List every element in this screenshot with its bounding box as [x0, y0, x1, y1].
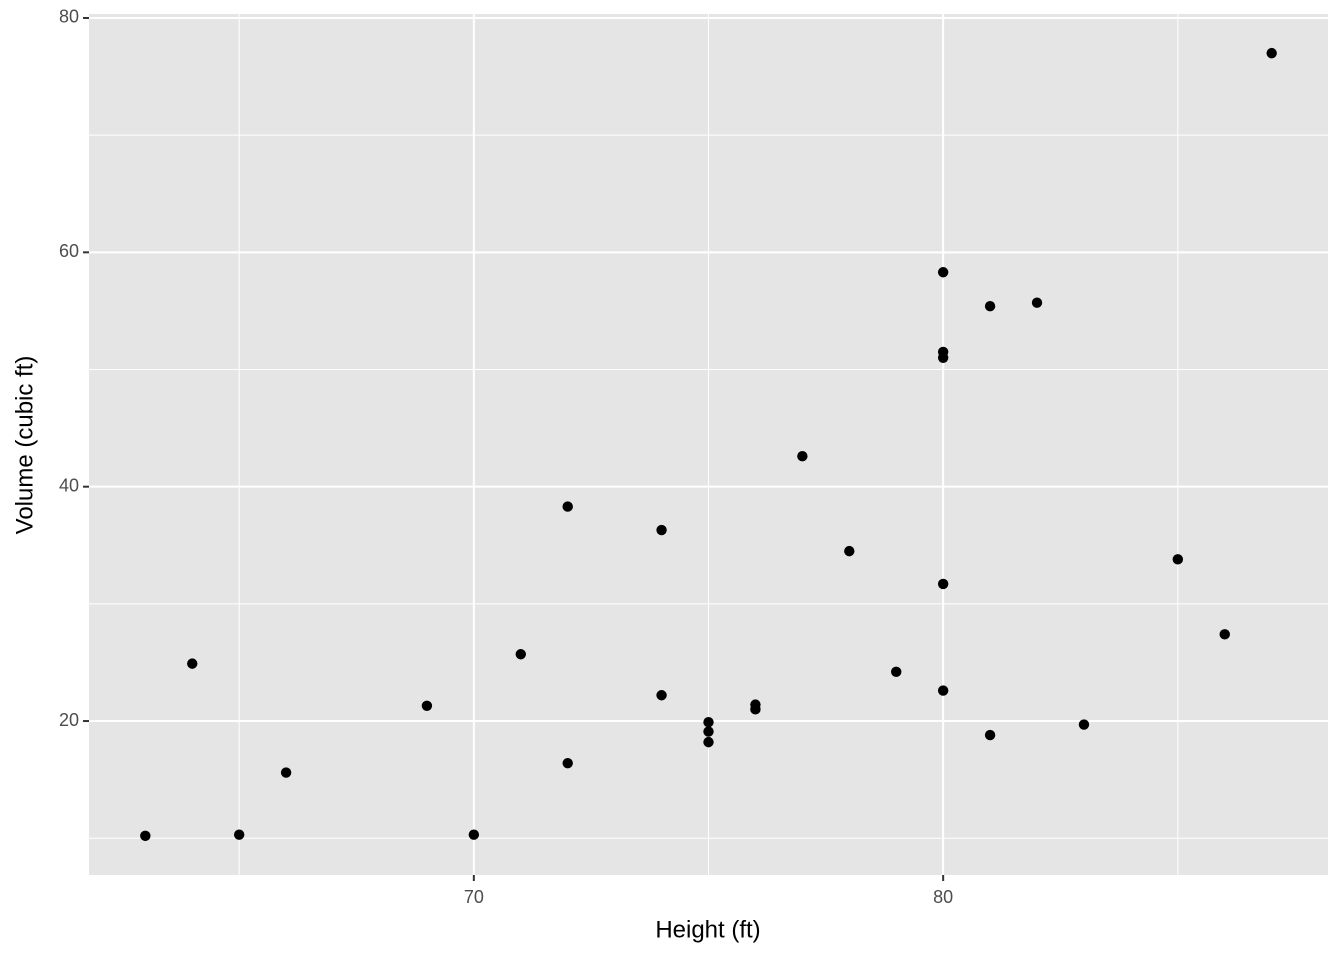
point: [844, 545, 855, 557]
point: [656, 690, 667, 701]
point: [515, 649, 526, 660]
point: [656, 524, 667, 536]
point: [750, 699, 761, 710]
point: [280, 767, 292, 778]
point: [891, 666, 902, 678]
point: [562, 501, 573, 512]
point: [1219, 629, 1230, 640]
point: [937, 578, 949, 590]
point: [703, 736, 714, 748]
point: [421, 700, 433, 711]
point: [468, 829, 480, 840]
y-tick-label: 40: [59, 475, 79, 495]
y-tick-label: 20: [59, 710, 79, 730]
x-tick-label: 70: [464, 887, 484, 907]
point: [797, 451, 808, 462]
point: [140, 830, 151, 842]
point: [562, 758, 573, 769]
point: [703, 717, 714, 728]
x-tick-label: 80: [933, 887, 953, 907]
point: [1172, 554, 1184, 565]
point: [187, 658, 198, 669]
point: [984, 301, 996, 312]
point: [1078, 719, 1090, 730]
point: [937, 352, 949, 363]
x-axis-title: Height (ft): [655, 916, 760, 943]
point: [1266, 47, 1277, 59]
point: [1031, 297, 1043, 308]
point: [984, 729, 996, 741]
point: [233, 829, 245, 840]
point: [937, 685, 949, 696]
y-tick-label: 80: [59, 7, 79, 27]
point: [703, 726, 714, 737]
point: [937, 267, 949, 278]
y-tick-label: 60: [59, 241, 79, 261]
y-axis-title: Volume (cubic ft): [11, 356, 38, 535]
